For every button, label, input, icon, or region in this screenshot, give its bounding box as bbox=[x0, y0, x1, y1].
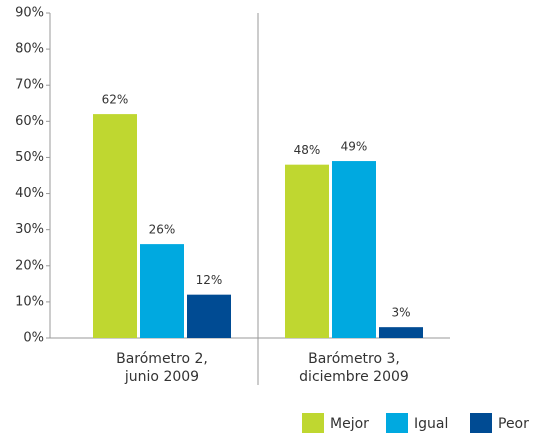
y-tick-label: 70% bbox=[15, 78, 44, 93]
x-tick-label: diciembre 2009 bbox=[299, 369, 409, 385]
y-tick-label: 60% bbox=[15, 114, 44, 129]
bar bbox=[140, 244, 184, 338]
y-tick-label: 0% bbox=[23, 331, 44, 346]
bar bbox=[93, 114, 137, 338]
y-tick-label: 80% bbox=[15, 42, 44, 57]
x-tick-label: Barómetro 3, bbox=[308, 351, 400, 367]
legend-label: Igual bbox=[414, 416, 448, 432]
y-tick-label: 10% bbox=[15, 294, 44, 309]
bar bbox=[187, 294, 231, 338]
data-label: 12% bbox=[196, 273, 223, 287]
x-tick-label: Barómetro 2, bbox=[116, 351, 208, 367]
legend-label: Peor bbox=[498, 416, 529, 432]
legend-swatch bbox=[302, 413, 324, 433]
bar bbox=[379, 327, 423, 338]
data-label: 26% bbox=[149, 223, 176, 237]
data-label: 3% bbox=[391, 306, 410, 320]
bar bbox=[285, 164, 329, 338]
x-tick-label: junio 2009 bbox=[124, 369, 199, 385]
legend-swatch bbox=[386, 413, 408, 433]
bar bbox=[332, 161, 376, 338]
data-label: 62% bbox=[102, 93, 129, 107]
y-tick-label: 90% bbox=[15, 6, 44, 21]
data-label: 49% bbox=[341, 140, 368, 154]
legend-label: Mejor bbox=[330, 416, 369, 432]
y-tick-label: 20% bbox=[15, 258, 44, 273]
y-tick-label: 30% bbox=[15, 222, 44, 237]
y-tick-label: 50% bbox=[15, 150, 44, 165]
legend-swatch bbox=[470, 413, 492, 433]
y-tick-label: 40% bbox=[15, 186, 44, 201]
data-label: 48% bbox=[294, 143, 321, 157]
